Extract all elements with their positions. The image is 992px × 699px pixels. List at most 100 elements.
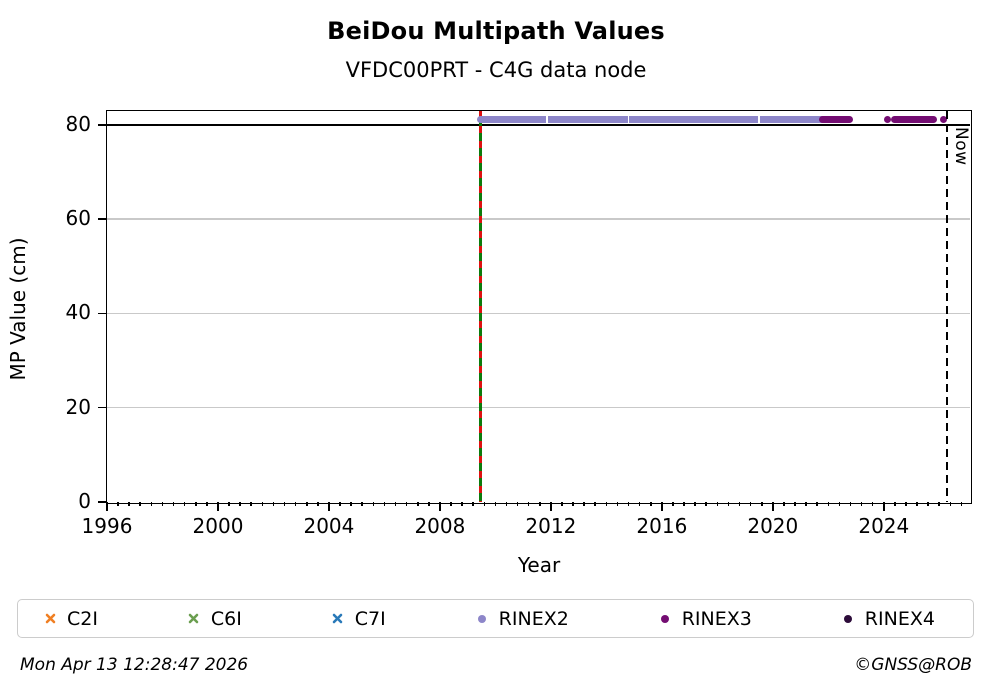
x-minor-tick (827, 501, 830, 507)
band-gap (545, 115, 548, 123)
x-tick-label: 2008 (414, 513, 466, 538)
series-band-rinex3 (819, 115, 853, 123)
x-minor-tick (672, 501, 674, 507)
x-major-tick (550, 501, 552, 511)
legend-item-rinex2: RINEX2 (476, 608, 569, 630)
x-minor-tick (283, 501, 286, 507)
y-major-tick (98, 312, 107, 315)
x-major-tick (661, 501, 663, 511)
x-minor-tick (805, 501, 807, 507)
gridline (107, 406, 970, 409)
gridline (107, 218, 970, 221)
x-tick-label: 2000 (192, 513, 244, 538)
y-tick-label: 80 (65, 112, 91, 137)
x-minor-tick (860, 501, 863, 507)
x-minor-tick (372, 501, 375, 507)
x-marker-icon (332, 613, 344, 624)
x-minor-tick (361, 501, 364, 507)
x-minor-tick (527, 501, 530, 507)
legend-label: RINEX2 (498, 607, 569, 630)
x-minor-tick (838, 501, 841, 507)
x-minor-tick (472, 501, 474, 507)
y-tick-label: 0 (78, 488, 91, 513)
x-minor-tick (905, 501, 907, 507)
x-minor-tick (738, 501, 741, 507)
dot-marker-icon (476, 614, 488, 623)
series-point-rinex3 (939, 115, 947, 123)
credit: ©GNSS@ROB (854, 655, 972, 675)
y-tick-label: 40 (65, 300, 91, 325)
x-minor-tick (871, 501, 874, 507)
x-minor-tick (128, 501, 130, 507)
x-minor-tick (117, 501, 119, 507)
x-minor-tick (627, 501, 630, 507)
x-minor-tick (416, 501, 419, 507)
y-tick-label: 60 (65, 206, 91, 231)
x-minor-tick (594, 501, 597, 507)
x-marker-icon (44, 613, 56, 624)
legend-item-rinex4: RINEX4 (842, 608, 935, 630)
legend: C2I C6I C7I RINEX2 RINEX3 RINEX4 (17, 599, 974, 638)
x-minor-tick (505, 501, 508, 507)
x-minor-tick (927, 501, 929, 507)
legend-item-c2i: C2I (44, 608, 98, 630)
x-tick-label: 2012 (525, 513, 577, 538)
x-major-tick (106, 501, 108, 511)
x-minor-tick (450, 501, 452, 507)
event-line (478, 111, 482, 502)
x-minor-tick (150, 501, 153, 507)
legend-label: C2I (67, 607, 98, 630)
legend-label: RINEX3 (681, 607, 752, 630)
y-tick-label: 20 (65, 394, 91, 419)
chart-subtitle: VFDC00PRT - C4G data node (345, 58, 647, 82)
dot-marker-icon (659, 614, 671, 623)
x-minor-tick (494, 501, 497, 507)
legend-item-c7i: C7I (332, 608, 386, 630)
x-minor-tick (261, 501, 264, 507)
x-minor-tick (727, 501, 730, 507)
x-major-tick (328, 501, 330, 511)
x-minor-tick (916, 501, 918, 507)
x-minor-tick (206, 501, 208, 507)
x-tick-label: 2016 (636, 513, 688, 538)
x-minor-tick (649, 501, 652, 507)
x-minor-tick (516, 501, 519, 507)
band-gap (627, 115, 630, 123)
chart-title: BeiDou Multipath Values (327, 17, 665, 45)
x-minor-tick (849, 501, 852, 507)
x-minor-tick (239, 501, 241, 507)
x-minor-tick (705, 501, 708, 507)
x-marker-icon (188, 613, 200, 624)
plot-area: 1996 2000 2004 2008 2012 2016 2020 2024 0 20 40 60 8… (66, 110, 972, 537)
x-minor-tick (194, 501, 197, 507)
x-minor-tick (794, 501, 796, 507)
x-minor-tick (683, 501, 685, 507)
x-minor-tick (749, 501, 752, 507)
x-minor-tick (694, 501, 696, 507)
dot-marker-icon (842, 614, 854, 623)
x-minor-tick (228, 501, 230, 507)
x-minor-tick (483, 501, 486, 507)
x-minor-tick (305, 501, 308, 507)
threshold-line-80 (107, 123, 970, 127)
now-line-label: Now (951, 127, 972, 166)
x-major-tick (882, 501, 885, 511)
y-major-tick (98, 124, 107, 126)
x-minor-tick (894, 501, 896, 507)
x-minor-tick (183, 501, 186, 507)
x-minor-tick (317, 501, 319, 507)
now-line (946, 111, 949, 502)
x-minor-tick (272, 501, 275, 507)
legend-dot (477, 614, 486, 623)
x-minor-tick (605, 501, 608, 507)
legend-dot (843, 614, 852, 623)
x-minor-tick (538, 501, 541, 507)
x-minor-tick (139, 501, 142, 507)
series-band-rinex3 (891, 115, 938, 123)
timestamp: Mon Apr 13 12:28:47 2026 (20, 655, 249, 675)
x-minor-tick (816, 501, 818, 507)
legend-item-c6i: C6I (188, 608, 242, 630)
x-minor-tick (294, 501, 297, 507)
y-axis-label: MP Value (cm) (6, 237, 30, 381)
legend-dot (660, 614, 669, 623)
